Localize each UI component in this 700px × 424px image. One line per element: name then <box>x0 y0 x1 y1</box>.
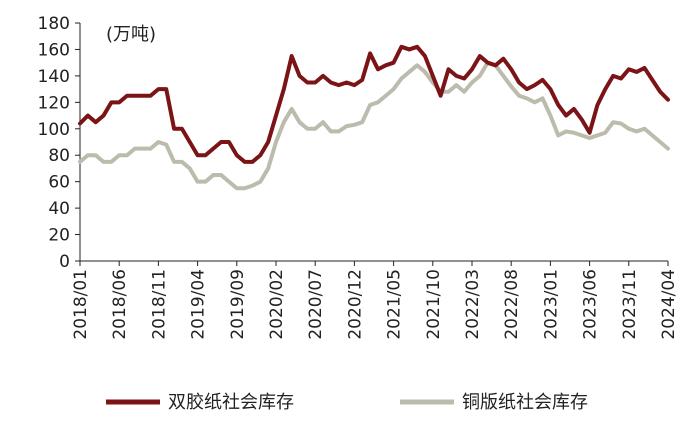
x-tick-label: 2024/04 <box>659 269 679 340</box>
y-tick-label: 140 <box>38 67 70 87</box>
y-tick-label: 60 <box>48 173 70 193</box>
x-tick-label: 2022/08 <box>502 269 522 340</box>
x-tick-label: 2018/11 <box>149 269 169 340</box>
x-tick-label: 2020/07 <box>306 269 326 340</box>
y-tick-label: 20 <box>48 226 70 246</box>
x-tick-label: 2020/02 <box>267 269 287 340</box>
series-line-1 <box>78 60 670 191</box>
x-tick-label: 2023/01 <box>541 269 561 340</box>
legend-label-series-0: 双胶纸社会库存 <box>168 392 294 413</box>
x-tick-label: 2022/03 <box>463 269 483 340</box>
x-tick-label: 2018/06 <box>110 269 130 340</box>
y-tick-label: 100 <box>38 120 70 140</box>
y-tick-label: 80 <box>48 146 70 166</box>
series-line-0 <box>78 44 670 164</box>
unit-label: (万吨) <box>106 24 156 45</box>
legend: 双胶纸社会库存 铜版纸社会库存 <box>106 392 588 413</box>
x-tick-label: 2021/10 <box>424 269 444 340</box>
y-tick-label: 40 <box>48 199 70 219</box>
series-lines <box>78 44 670 191</box>
x-tick-label: 2020/12 <box>345 269 365 340</box>
x-tick-label: 2018/01 <box>71 269 91 340</box>
legend-label-series-1: 铜版纸社会库存 <box>462 392 588 413</box>
y-tick-label: 0 <box>59 252 70 272</box>
x-tick-label: 2023/06 <box>581 269 601 340</box>
x-axis: 2018/01 2018/06 2018/11 2019/04 2019/09 2020/… <box>71 260 679 340</box>
y-tick-label: 160 <box>38 40 70 60</box>
y-axis: 0 20 40 60 80 100 120 140 160 180 <box>38 14 81 272</box>
y-tick-label: 180 <box>38 14 70 34</box>
x-tick-label: 2023/11 <box>620 269 640 340</box>
x-tick-label: 2021/05 <box>385 269 405 340</box>
x-tick-label: 2019/04 <box>189 269 209 340</box>
y-tick-label: 120 <box>38 93 70 113</box>
x-tick-label: 2019/09 <box>228 269 248 340</box>
